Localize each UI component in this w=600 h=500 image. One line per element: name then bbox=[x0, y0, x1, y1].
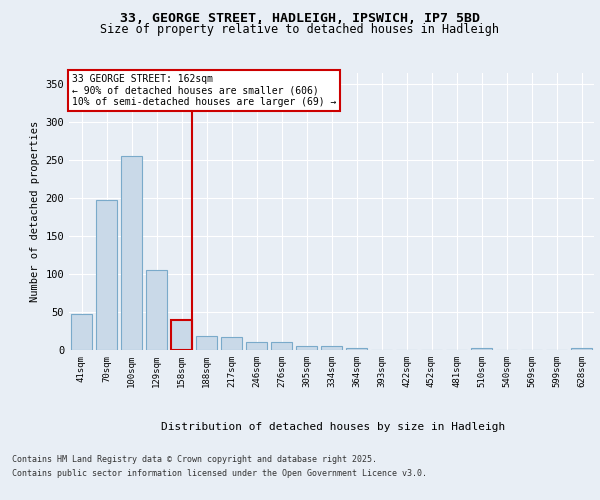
Bar bbox=[321, 346, 342, 350]
Bar bbox=[146, 270, 167, 350]
Bar bbox=[346, 348, 367, 350]
Bar bbox=[71, 314, 92, 350]
Bar bbox=[571, 348, 592, 350]
Bar bbox=[471, 348, 492, 350]
Text: Contains public sector information licensed under the Open Government Licence v3: Contains public sector information licen… bbox=[12, 469, 427, 478]
Text: Size of property relative to detached houses in Hadleigh: Size of property relative to detached ho… bbox=[101, 22, 499, 36]
Bar bbox=[221, 337, 242, 350]
Text: Contains HM Land Registry data © Crown copyright and database right 2025.: Contains HM Land Registry data © Crown c… bbox=[12, 456, 377, 464]
Text: 33, GEORGE STREET, HADLEIGH, IPSWICH, IP7 5BD: 33, GEORGE STREET, HADLEIGH, IPSWICH, IP… bbox=[120, 12, 480, 26]
Bar bbox=[296, 346, 317, 350]
Bar bbox=[96, 200, 117, 350]
Bar bbox=[171, 320, 192, 350]
Y-axis label: Number of detached properties: Number of detached properties bbox=[30, 120, 40, 302]
Bar bbox=[121, 156, 142, 350]
Bar bbox=[246, 342, 267, 350]
Text: Distribution of detached houses by size in Hadleigh: Distribution of detached houses by size … bbox=[161, 422, 505, 432]
Bar bbox=[271, 342, 292, 350]
Text: 33 GEORGE STREET: 162sqm
← 90% of detached houses are smaller (606)
10% of semi-: 33 GEORGE STREET: 162sqm ← 90% of detach… bbox=[71, 74, 336, 107]
Bar bbox=[196, 336, 217, 350]
